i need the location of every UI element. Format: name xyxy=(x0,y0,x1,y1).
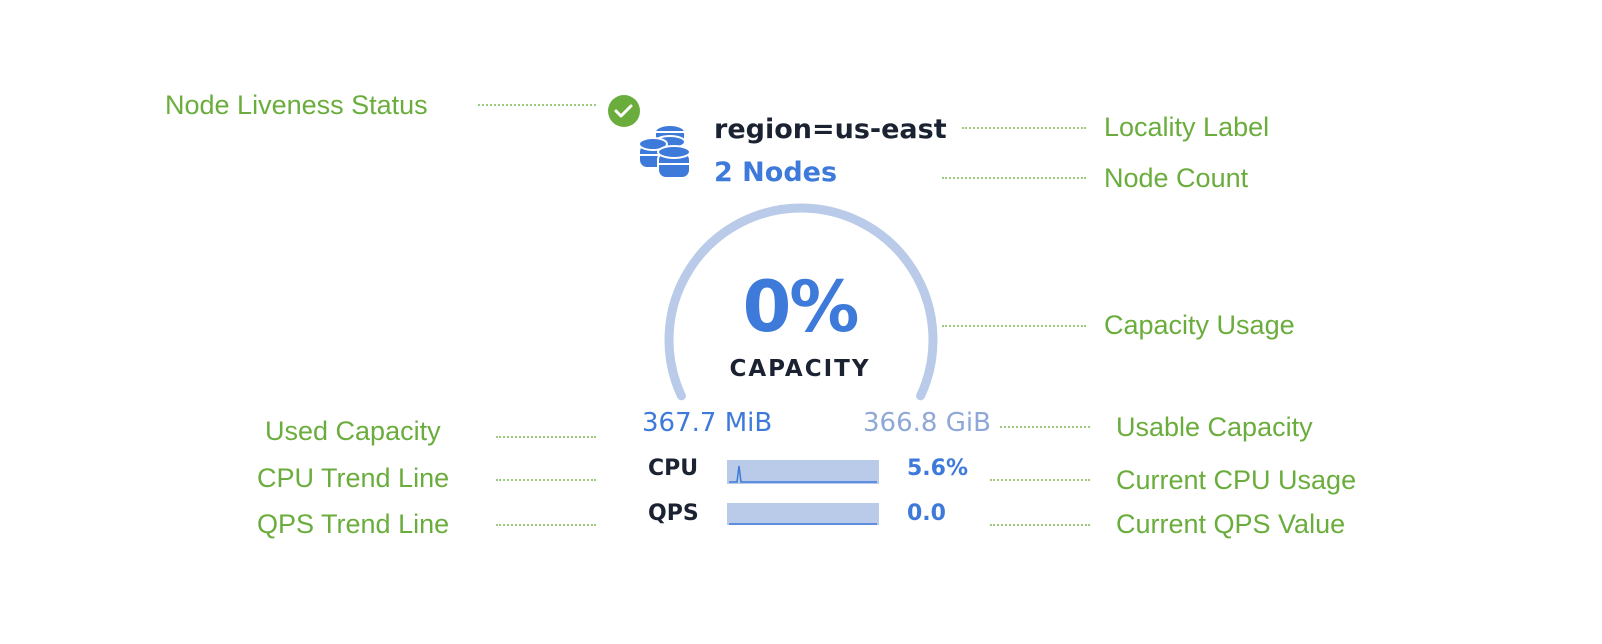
leader-line xyxy=(942,325,1086,327)
leader-line xyxy=(1000,426,1090,428)
cpu-value: 5.6% xyxy=(907,456,969,481)
capacity-gauge xyxy=(664,203,938,401)
capacity-label: CAPACITY xyxy=(729,356,871,382)
annotation-qps-trend: QPS Trend Line xyxy=(257,509,450,539)
annotation-usable-capacity: Usable Capacity xyxy=(1116,412,1313,442)
leader-line xyxy=(496,479,596,481)
gauge-track xyxy=(664,203,938,401)
cpu-sparkline xyxy=(727,460,879,484)
node-count[interactable]: 2 Nodes xyxy=(714,157,838,188)
annotation-current-qps: Current QPS Value xyxy=(1116,509,1346,539)
qps-label: QPS xyxy=(648,501,699,526)
qps-sparkline xyxy=(727,503,879,525)
locality-label: region=us-east xyxy=(714,114,947,145)
used-capacity: 367.7 MiB xyxy=(642,408,773,438)
leader-line xyxy=(990,479,1090,481)
annotation-liveness: Node Liveness Status xyxy=(165,90,428,120)
check-circle-icon xyxy=(608,95,640,127)
leader-line xyxy=(496,524,596,526)
annotation-current-cpu: Current CPU Usage xyxy=(1116,465,1357,495)
capacity-percent: 0% xyxy=(742,266,860,348)
usable-capacity: 366.8 GiB xyxy=(863,408,991,438)
leader-line xyxy=(478,104,596,106)
annotation-locality: Locality Label xyxy=(1104,112,1270,142)
leader-line xyxy=(942,177,1086,179)
leader-line xyxy=(962,127,1086,129)
cpu-label: CPU xyxy=(648,456,699,481)
qps-value: 0.0 xyxy=(907,501,946,526)
annotation-cpu-trend: CPU Trend Line xyxy=(257,463,450,493)
annotation-used-capacity: Used Capacity xyxy=(265,416,441,446)
database-stack-icon xyxy=(638,124,691,179)
annotation-capacity-usage: Capacity Usage xyxy=(1104,310,1295,340)
leader-line xyxy=(496,436,596,438)
annotation-node-count: Node Count xyxy=(1104,163,1249,193)
leader-line xyxy=(990,524,1090,526)
